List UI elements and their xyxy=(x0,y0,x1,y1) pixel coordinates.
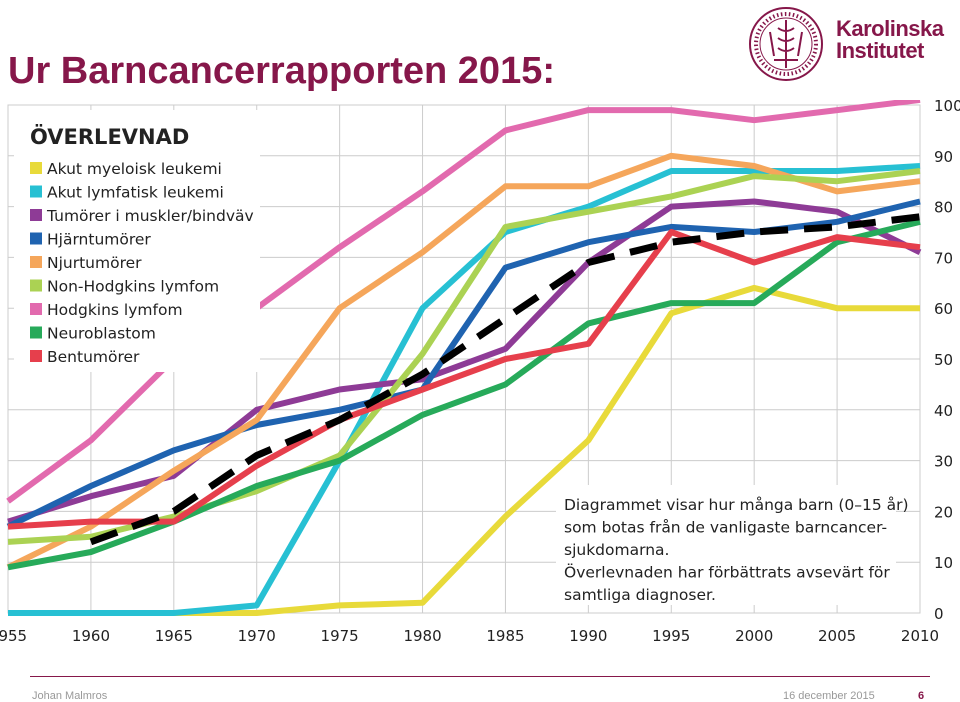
series-line-8 xyxy=(7,218,921,571)
y-tick-label: 20 xyxy=(934,503,953,521)
x-tick-label: 1965 xyxy=(155,627,193,645)
page-number: 6 xyxy=(918,690,925,702)
slide-title: Ur Barncancerrapporten 2015: xyxy=(8,50,555,92)
footer-divider xyxy=(30,676,930,677)
footer-author: Johan Malmros xyxy=(32,690,108,702)
legend-box xyxy=(14,110,260,372)
legend-label: Tumörer i muskler/bindväv xyxy=(46,207,254,225)
annotation-line: samtliga diagnoser. xyxy=(564,586,716,604)
legend-swatch xyxy=(30,326,42,339)
x-tick-label: 1975 xyxy=(321,627,359,645)
logo-line-2: Institutet xyxy=(836,38,924,63)
logo-wordmark: Karolinska Institutet xyxy=(836,18,944,62)
y-tick-label: 0 xyxy=(934,605,944,623)
y-tick-label: 60 xyxy=(934,300,953,318)
x-tick-label: 1960 xyxy=(72,627,110,645)
legend-label: Non-Hodgkins lymfom xyxy=(47,278,219,296)
series-line-9 xyxy=(7,229,921,530)
chart-legend: ÖVERLEVNAD Akut myeloisk leukemi Akut lymf… xyxy=(14,110,260,372)
annotation-line: som botas från de vanligaste barncancer- xyxy=(564,519,887,537)
series-line-5 xyxy=(6,152,921,570)
legend-label: Hjärntumörer xyxy=(47,231,151,249)
x-tick-label: 1995 xyxy=(652,627,690,645)
legend-swatch xyxy=(30,209,42,221)
x-tick-label: 2010 xyxy=(901,627,939,645)
legend-swatch xyxy=(30,185,42,198)
legend-swatch xyxy=(30,162,42,174)
legend-swatch xyxy=(30,303,42,315)
annotation-line: Överlevnaden har förbättrats avsevärt fö… xyxy=(564,563,890,582)
y-tick-label: 100 xyxy=(934,100,960,115)
x-tick-label: 1955 xyxy=(0,627,27,645)
x-tick-label: 2005 xyxy=(818,627,856,645)
x-tick-label: 1990 xyxy=(569,627,607,645)
series-line-7 xyxy=(6,100,921,504)
legend-label: Bentumörer xyxy=(47,348,140,366)
survival-chart: ÖVERLEVNAD Akut myeloisk leukemi Akut lymf… xyxy=(0,100,960,645)
y-tick-label: 50 xyxy=(934,351,953,369)
series-line-trend xyxy=(89,213,921,546)
x-tick-label: 1980 xyxy=(403,627,441,645)
legend-label: Njurtumörer xyxy=(47,254,142,272)
chart-annotation: Diagrammet visar hur många barn (0–15 år… xyxy=(556,485,909,605)
legend-swatch xyxy=(30,350,42,362)
karolinska-logo xyxy=(749,7,823,81)
legend-swatch xyxy=(30,279,42,292)
legend-label: Akut myeloisk leukemi xyxy=(47,160,222,178)
legend-label: Hodgkins lymfom xyxy=(47,301,183,319)
legend-title: ÖVERLEVNAD xyxy=(30,124,189,149)
annotation-line: Diagrammet visar hur många barn (0–15 år… xyxy=(564,496,909,514)
x-tick-label: 2000 xyxy=(735,627,773,645)
logo-line-1: Karolinska xyxy=(836,16,944,41)
y-tick-label: 40 xyxy=(934,402,953,420)
x-tick-label: 1985 xyxy=(486,627,524,645)
y-tick-label: 30 xyxy=(934,453,953,471)
legend-label: Neuroblastom xyxy=(47,325,156,343)
y-tick-label: 90 xyxy=(934,148,953,166)
annotation-line: sjukdomarna. xyxy=(564,541,669,559)
seal-icon xyxy=(749,7,823,81)
footer-date: 16 december 2015 xyxy=(783,690,875,702)
y-tick-label: 10 xyxy=(934,554,953,572)
y-tick-label: 80 xyxy=(934,199,953,217)
annotation-box xyxy=(556,485,896,605)
y-tick-label: 70 xyxy=(934,249,953,267)
chart-series xyxy=(6,100,922,616)
x-tick-label: 1970 xyxy=(238,627,276,645)
legend-swatch xyxy=(30,232,42,245)
legend-swatch xyxy=(30,256,42,268)
chart-ticks: 1955 1960 1965 1970 1975 1980 1985 1990 1995 2000… xyxy=(0,100,960,645)
legend-label: Akut lymfatisk leukemi xyxy=(47,184,224,202)
